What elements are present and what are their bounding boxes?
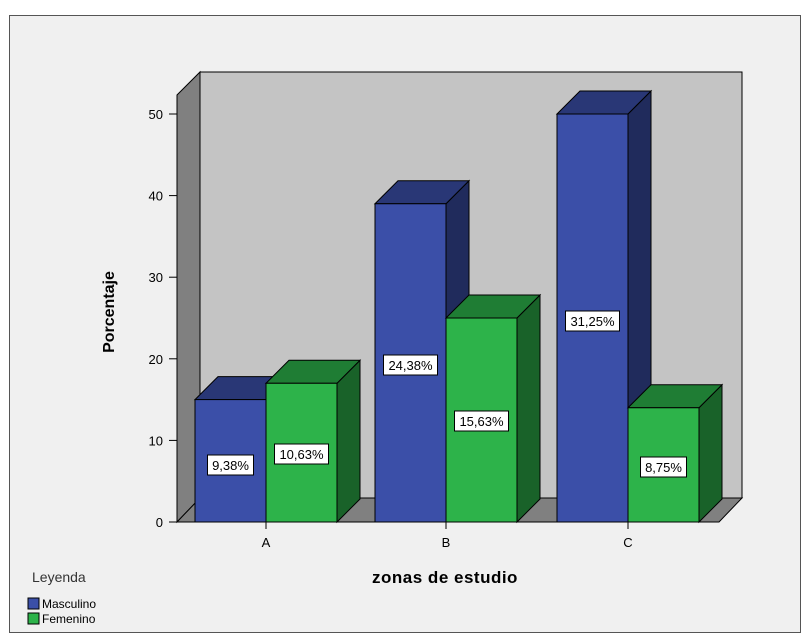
data-label-masculino-A: 9,38%	[207, 454, 254, 476]
data-label-femenino-C: 8,75%	[640, 456, 687, 478]
legend-item-femenino: Femenino	[42, 612, 96, 626]
x-tick-label: C	[623, 535, 632, 550]
data-label-femenino-A: 10,63%	[274, 443, 329, 465]
data-label-text: 24,38%	[388, 358, 433, 373]
bar-side	[516, 293, 541, 524]
bar-femenino-B	[444, 293, 542, 524]
legend-swatch-femenino	[27, 612, 40, 625]
bar-side	[698, 383, 723, 524]
data-label-masculino-B: 24,38%	[383, 354, 438, 376]
legend-title: Leyenda	[32, 569, 86, 585]
x-tick-label: B	[442, 535, 451, 550]
bar-side	[336, 359, 361, 524]
y-tick-label: 50	[149, 107, 163, 122]
data-label-box	[565, 310, 620, 332]
data-label-femenino-B: 15,63%	[454, 410, 509, 432]
data-label-text: 9,38%	[212, 458, 249, 473]
y-tick-label: 20	[149, 352, 163, 367]
y-axis: 0 10 20 30 40 50	[149, 107, 178, 530]
x-axis-label: zonas de estudio	[372, 568, 518, 587]
data-label-text: 8,75%	[645, 460, 682, 475]
y-tick-label: 40	[149, 189, 163, 204]
data-label-box	[274, 443, 329, 465]
data-label-box	[454, 410, 509, 432]
data-label-box	[640, 456, 687, 478]
x-axis: A B C	[262, 522, 633, 550]
y-axis-label: Porcentaje	[101, 271, 118, 353]
data-label-text: 31,25%	[570, 314, 615, 329]
legend-item-masculino: Masculino	[42, 597, 96, 611]
bar-femenino-C	[626, 383, 724, 524]
y-tick-label: 0	[156, 515, 163, 530]
y-tick-label: 30	[149, 270, 163, 285]
data-label-box	[383, 354, 438, 376]
y-tick-label: 10	[149, 433, 163, 448]
legend: Leyenda Masculino Femenino	[27, 569, 96, 626]
bar-femenino-A	[264, 359, 362, 524]
data-label-masculino-C: 31,25%	[565, 310, 620, 332]
data-label-box	[207, 454, 254, 476]
data-label-text: 15,63%	[459, 414, 504, 429]
x-tick-label: A	[262, 535, 271, 550]
data-label-text: 10,63%	[279, 447, 324, 462]
bars-layer: 9,38% 10,63% 24,38% 15,63% 31,25% 8,75%	[193, 89, 724, 524]
legend-swatch-masculino	[27, 597, 40, 610]
